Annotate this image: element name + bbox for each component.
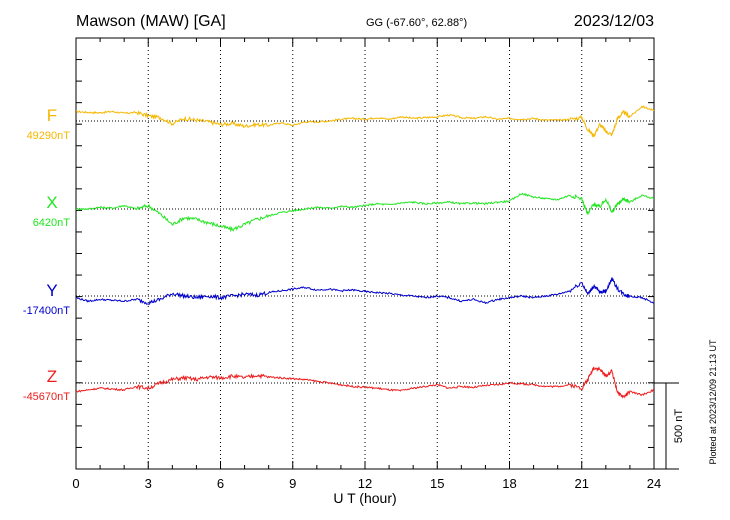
baselines: [76, 120, 654, 384]
trace-Y: [75, 276, 655, 306]
plotted-note: Plotted at 2023/12/09 21:13 UT: [708, 339, 718, 465]
series-baseline-X: 6420nT: [33, 217, 71, 229]
x-tick-label-12: 12: [358, 476, 372, 491]
trace-F: [76, 105, 655, 138]
trace-Z: [75, 366, 655, 399]
date-label: 2023/12/03: [574, 13, 654, 30]
scale-bar-label: 500 nT: [673, 409, 685, 444]
x-tick-labels: 0 3 6 9 12 15 18 21 24: [72, 476, 661, 491]
x-tick-label-21: 21: [575, 476, 589, 491]
trace-X: [75, 192, 655, 233]
series-name-F: F: [47, 106, 57, 125]
series-name-Z: Z: [47, 367, 57, 386]
x-tick-label-9: 9: [289, 476, 296, 491]
x-tick-label-3: 3: [145, 476, 152, 491]
series-baseline-F: 49290nT: [27, 130, 71, 142]
x-tick-label-6: 6: [217, 476, 224, 491]
station-title: Mawson (MAW) [GA]: [76, 13, 226, 30]
x-axis-label: U T (hour): [333, 490, 396, 506]
series-baseline-Y: -17400nT: [23, 305, 70, 317]
grid-lines: [147, 38, 583, 469]
traces: [75, 105, 655, 399]
x-tick-label-24: 24: [647, 476, 661, 491]
series-name-Y: Y: [46, 281, 57, 300]
scale-bar: 500 nT: [654, 382, 685, 470]
series-labels: F 49290nT X 6420nT Y -17400nT Z -45670nT: [23, 106, 70, 403]
x-tick-label-15: 15: [430, 476, 444, 491]
x-tick-label-18: 18: [502, 476, 516, 491]
series-baseline-Z: -45670nT: [23, 391, 70, 403]
coordinates-label: GG (-67.60°, 62.88°): [366, 17, 467, 29]
x-tick-label-0: 0: [72, 476, 79, 491]
series-name-X: X: [46, 193, 57, 212]
